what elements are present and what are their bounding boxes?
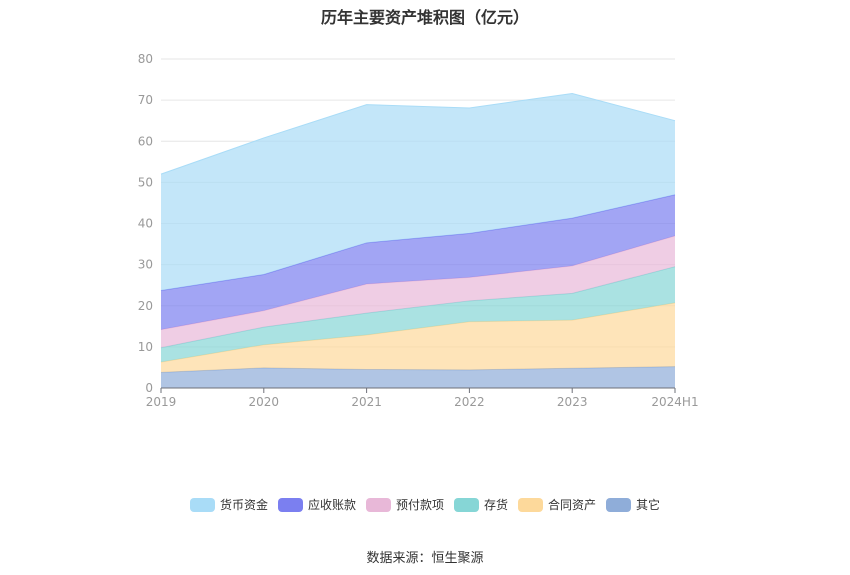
axis-layer: 0 10 20 30 40 50 60 70 80 2019 2020 2021 2022 2023 202… xyxy=(138,52,699,409)
area-series xyxy=(161,366,675,388)
chart-title: 历年主要资产堆积图（亿元） xyxy=(320,8,529,27)
area-series xyxy=(161,235,675,348)
legend-item[interactable]: 合同资产 xyxy=(518,496,596,513)
legend-label: 其它 xyxy=(636,498,661,512)
legend-swatch xyxy=(277,497,303,512)
legend-label: 应收账款 xyxy=(307,498,356,512)
legend-item[interactable]: 预付款项 xyxy=(365,496,444,513)
x-tick-label: 2023 xyxy=(557,395,588,409)
legend-label: 合同资产 xyxy=(548,498,597,512)
x-tick-label: 2022 xyxy=(454,395,485,409)
y-tick-label: 40 xyxy=(138,217,153,231)
legend-label: 货币资金 xyxy=(219,498,268,512)
y-tick-label: 0 xyxy=(145,381,153,395)
legend-label: 预付款项 xyxy=(395,498,444,512)
legend-swatch xyxy=(365,497,391,512)
legend-label: 存货 xyxy=(484,498,509,512)
y-tick-label: 80 xyxy=(138,52,153,66)
y-tick-label: 70 xyxy=(138,93,153,107)
x-tick-label: 2024H1 xyxy=(651,395,698,409)
area-series-edge xyxy=(160,302,676,363)
area-series xyxy=(161,93,675,291)
legend-item[interactable]: 应收账款 xyxy=(277,496,356,513)
legend-item[interactable]: 其它 xyxy=(606,496,660,513)
x-tick-label: 2019 xyxy=(146,395,177,409)
legend-item[interactable]: 存货 xyxy=(454,496,508,513)
area-series xyxy=(161,302,675,373)
y-tick-label: 10 xyxy=(138,340,153,354)
area-series xyxy=(161,194,675,330)
legend: 货币资金 应收账款 预付款项 存货 合同资产 其它 xyxy=(0,496,850,513)
legend-item[interactable]: 货币资金 xyxy=(189,496,268,513)
area-series-edge xyxy=(160,194,676,292)
x-tick-label: 2021 xyxy=(351,395,382,409)
area-series-edge xyxy=(160,235,676,331)
area-series-edge xyxy=(160,93,676,175)
y-tick-label: 60 xyxy=(138,134,153,148)
legend-swatch xyxy=(518,497,544,512)
legend-swatch xyxy=(454,497,479,512)
legend-swatch xyxy=(606,497,632,512)
data-source-note: 数据来源：恒生聚源 xyxy=(366,551,484,566)
y-tick-label: 20 xyxy=(138,299,153,313)
legend-swatch xyxy=(189,497,215,512)
y-tick-label: 30 xyxy=(138,258,153,272)
area-series xyxy=(161,266,675,363)
x-tick-label: 2020 xyxy=(249,395,280,409)
y-tick-label: 50 xyxy=(138,175,153,189)
area-layer xyxy=(160,93,676,388)
